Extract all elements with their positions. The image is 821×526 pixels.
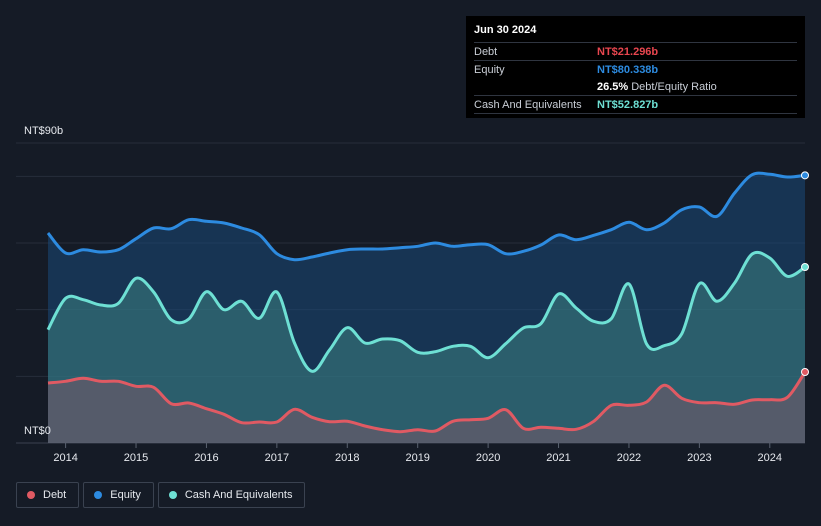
series-endpoints <box>801 171 809 376</box>
debt-dot-icon <box>27 491 35 499</box>
legend-cash-label: Cash And Equivalents <box>184 489 293 501</box>
equity-line <box>46 171 806 262</box>
x-tick-label: 2014 <box>53 452 77 464</box>
tooltip-row-cash: Cash And Equivalents NT$52.827b <box>474 95 797 114</box>
tooltip-equity-label: Equity <box>474 63 505 76</box>
y-axis-top-label: NT$90b <box>24 125 63 137</box>
cash-dot-icon <box>168 491 177 499</box>
tooltip-cash-value: NT$52.827b <box>597 98 659 111</box>
x-tick-label: 2021 <box>546 452 570 464</box>
legend-item-debt[interactable]: Debt <box>16 482 80 508</box>
x-tick-label: 2019 <box>405 452 429 464</box>
tooltip-panel: Jun 30 2024 Debt NT$21.296b Equity NT$80… <box>466 16 805 118</box>
equity-endpoint <box>801 171 809 180</box>
x-tick-label: 2018 <box>335 452 359 464</box>
tooltip-ratio-label: Debt/Equity Ratio <box>631 80 717 93</box>
legend-item-equity[interactable]: Equity <box>83 482 154 508</box>
legend-equity-label: Equity <box>110 489 141 501</box>
chart-legend: Debt Equity Cash And Equivalents <box>16 482 306 508</box>
x-tick-label: 2017 <box>265 452 289 464</box>
legend-item-cash[interactable]: Cash And Equivalents <box>157 482 306 508</box>
tooltip-debt-label: Debt <box>474 45 498 58</box>
tooltip-ratio-value: 26.5% <box>597 80 629 93</box>
debt-line <box>47 371 807 434</box>
tooltip-equity-value: NT$80.338b <box>597 63 659 76</box>
tooltip-row-debt: Debt NT$21.296b <box>474 42 797 60</box>
x-tick-label: 2016 <box>194 452 218 464</box>
x-tick-label: 2023 <box>687 452 711 464</box>
y-axis-bottom-label: NT$0 <box>24 425 51 437</box>
series-lines <box>46 171 807 434</box>
x-tick-label: 2020 <box>476 452 500 464</box>
x-tick-label: 2024 <box>758 452 782 464</box>
x-axis: 2014 2015 2016 2017 2018 2019 2020 2021 2022 2023… <box>53 443 782 464</box>
debt-area <box>48 372 805 443</box>
cash-and-equivalents-area <box>48 252 805 443</box>
equity-dot-icon <box>94 491 103 499</box>
x-tick-label: 2022 <box>617 452 641 464</box>
tooltip-debt-value: NT$21.296b <box>597 45 659 58</box>
tooltip-cash-label: Cash And Equivalents <box>474 98 582 111</box>
cash-and-equivalents-endpoint <box>801 263 809 271</box>
tooltip-row-ratio: 26.5% Debt/Equity Ratio <box>474 78 797 95</box>
x-tick-label: 2015 <box>124 452 148 464</box>
debt-endpoint <box>801 368 809 376</box>
tooltip-date: Jun 30 2024 <box>474 24 537 36</box>
legend-debt-label: Debt <box>43 489 67 501</box>
area-fills <box>48 173 805 443</box>
cash-and-equivalents-line <box>46 250 806 373</box>
tooltip-row-equity: Equity NT$80.338b <box>474 60 797 78</box>
